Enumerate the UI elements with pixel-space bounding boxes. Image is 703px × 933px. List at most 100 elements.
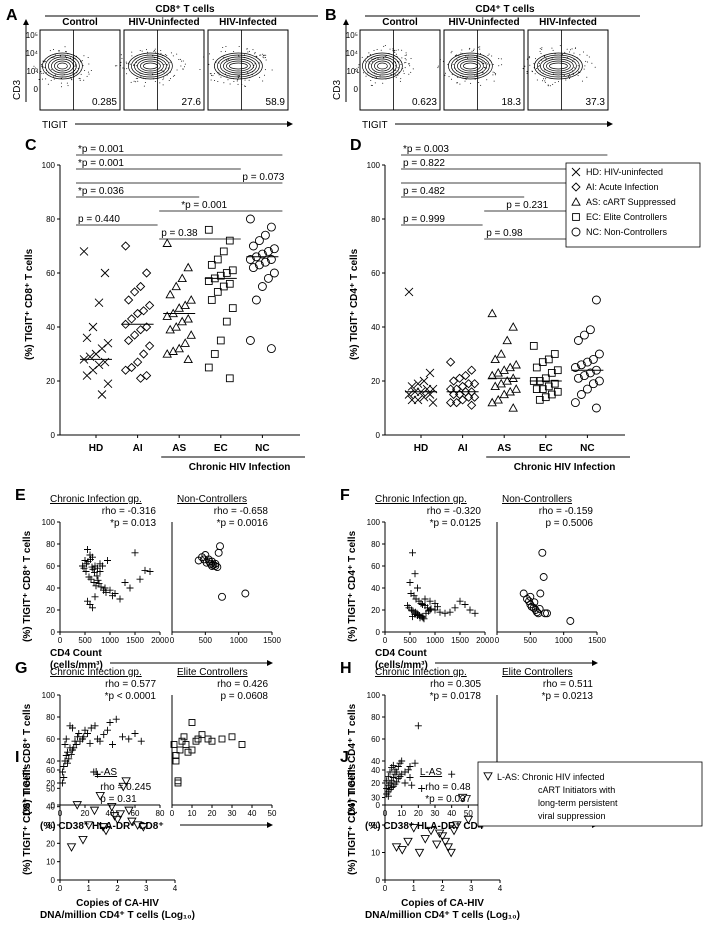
square-marker <box>529 342 538 350</box>
y-tick-label: 0 <box>354 85 359 94</box>
x-tick-label: 0 <box>383 884 388 893</box>
circle-marker <box>214 548 223 557</box>
square-marker <box>228 266 237 275</box>
plus-marker <box>65 755 73 763</box>
y-tick-label: 40 <box>46 323 55 332</box>
y-tick-label: 80 <box>371 713 380 722</box>
subplot-title: Chronic Infection gp. <box>375 494 467 505</box>
square-marker <box>204 277 213 285</box>
x-tick-label: 50 <box>268 809 277 818</box>
triangle-marker <box>490 354 500 364</box>
triangle-marker <box>165 324 175 334</box>
circle-marker <box>251 295 261 305</box>
plus-marker <box>136 575 144 583</box>
square-marker <box>553 387 562 396</box>
rho-value: rho = 0.245 <box>100 782 151 793</box>
circle-marker <box>269 268 279 278</box>
plus-marker <box>420 615 428 623</box>
circle-marker <box>594 349 604 359</box>
circle-marker <box>585 325 595 335</box>
x-tick-label: 1500 <box>126 636 144 645</box>
circle-marker <box>571 227 581 237</box>
diamond-marker <box>132 308 143 319</box>
square-marker <box>538 358 547 366</box>
circle-marker <box>579 330 589 340</box>
triangle-marker <box>502 376 512 385</box>
category-label: EC <box>214 443 228 454</box>
cross-marker <box>425 368 435 378</box>
square-marker <box>238 741 246 748</box>
y-tick-label: 60 <box>371 735 380 744</box>
circle-marker <box>218 592 226 601</box>
x-axis-label: CD4 Count <box>50 648 102 659</box>
cross-marker <box>94 298 104 308</box>
gate-percentage: 18.3 <box>502 97 522 108</box>
circle-marker <box>245 214 255 224</box>
plus-marker <box>125 735 133 743</box>
p-value: p = 0.0608 <box>220 691 268 702</box>
y-tick-label: 40 <box>46 584 55 593</box>
legend-item: AS: cART Suppressed <box>586 197 676 207</box>
p-value: p = 0.38 <box>161 228 198 239</box>
diamond-marker <box>120 365 131 375</box>
y-tick-label: 40 <box>371 323 380 332</box>
series-as <box>487 308 521 412</box>
series-ec <box>204 225 237 383</box>
circle-marker <box>576 360 586 370</box>
diamond-marker <box>126 362 137 373</box>
square-marker <box>228 733 236 741</box>
triangle-marker <box>499 365 509 374</box>
y-tick-label: 10 <box>46 858 55 867</box>
plus-marker <box>96 568 104 575</box>
triangle-marker <box>165 289 175 299</box>
triangle-down-marker <box>440 837 451 847</box>
series-hd <box>404 287 438 407</box>
p-value: p = 0.98 <box>486 228 523 239</box>
circle-marker <box>248 263 258 273</box>
circle-marker <box>266 344 276 354</box>
x-tick-label: 500 <box>524 636 538 645</box>
triangle-down-marker <box>443 843 454 852</box>
triangle-marker <box>508 403 518 412</box>
triangle-marker <box>511 384 521 393</box>
triangle-marker <box>186 295 196 304</box>
subplot-title: Chronic Infection gp. <box>375 667 467 678</box>
y-tick-label: 100 <box>42 518 56 527</box>
rho-value: rho = 0.511 <box>543 679 594 690</box>
x-tick-label: 0 <box>495 636 500 645</box>
panel-j: J 0 10 20 30 40 0 1 2 3 4 (%) TIGIT⁺ CD4⁺ T cells L-… <box>340 749 520 921</box>
plus-marker <box>466 606 474 614</box>
circle-marker <box>588 379 598 389</box>
square-marker <box>174 777 182 785</box>
cross-marker <box>419 376 429 386</box>
diamond-marker <box>144 300 155 311</box>
x-tick-label: 1000 <box>101 636 119 645</box>
triangle-down-marker <box>112 815 123 825</box>
square-marker <box>174 779 182 787</box>
plus-marker <box>406 763 414 770</box>
y-tick-label: 0 <box>376 801 381 810</box>
rho-value: rho = 0.48 <box>425 782 471 793</box>
diamond-marker <box>463 392 474 402</box>
legend-item: L-AS: Chronic HIV infected <box>497 772 605 782</box>
y-tick-label: 0 <box>51 876 56 885</box>
triangle-marker <box>177 273 187 283</box>
y-tick-label: 60 <box>46 269 55 278</box>
flow-label: HIV-Uninfected <box>128 17 199 28</box>
triangle-marker <box>177 316 187 326</box>
plus-marker <box>91 722 99 730</box>
x-axis-label: Copies of CA-HIV <box>76 898 159 909</box>
y-tick-label: 0 <box>51 801 56 810</box>
p-value: *p = 0.013 <box>110 518 156 529</box>
group-label: Chronic HIV Infection <box>189 462 291 473</box>
circle-marker <box>257 249 267 259</box>
diamond-marker <box>141 268 152 278</box>
cross-marker <box>79 247 89 256</box>
x-tick-label: 10 <box>397 809 406 818</box>
diamond-marker <box>466 400 477 410</box>
cross-marker <box>571 167 581 177</box>
triangle-down-marker <box>106 803 117 812</box>
plus-marker <box>419 614 427 622</box>
diamond-marker <box>469 379 480 389</box>
plus-marker <box>69 724 76 732</box>
